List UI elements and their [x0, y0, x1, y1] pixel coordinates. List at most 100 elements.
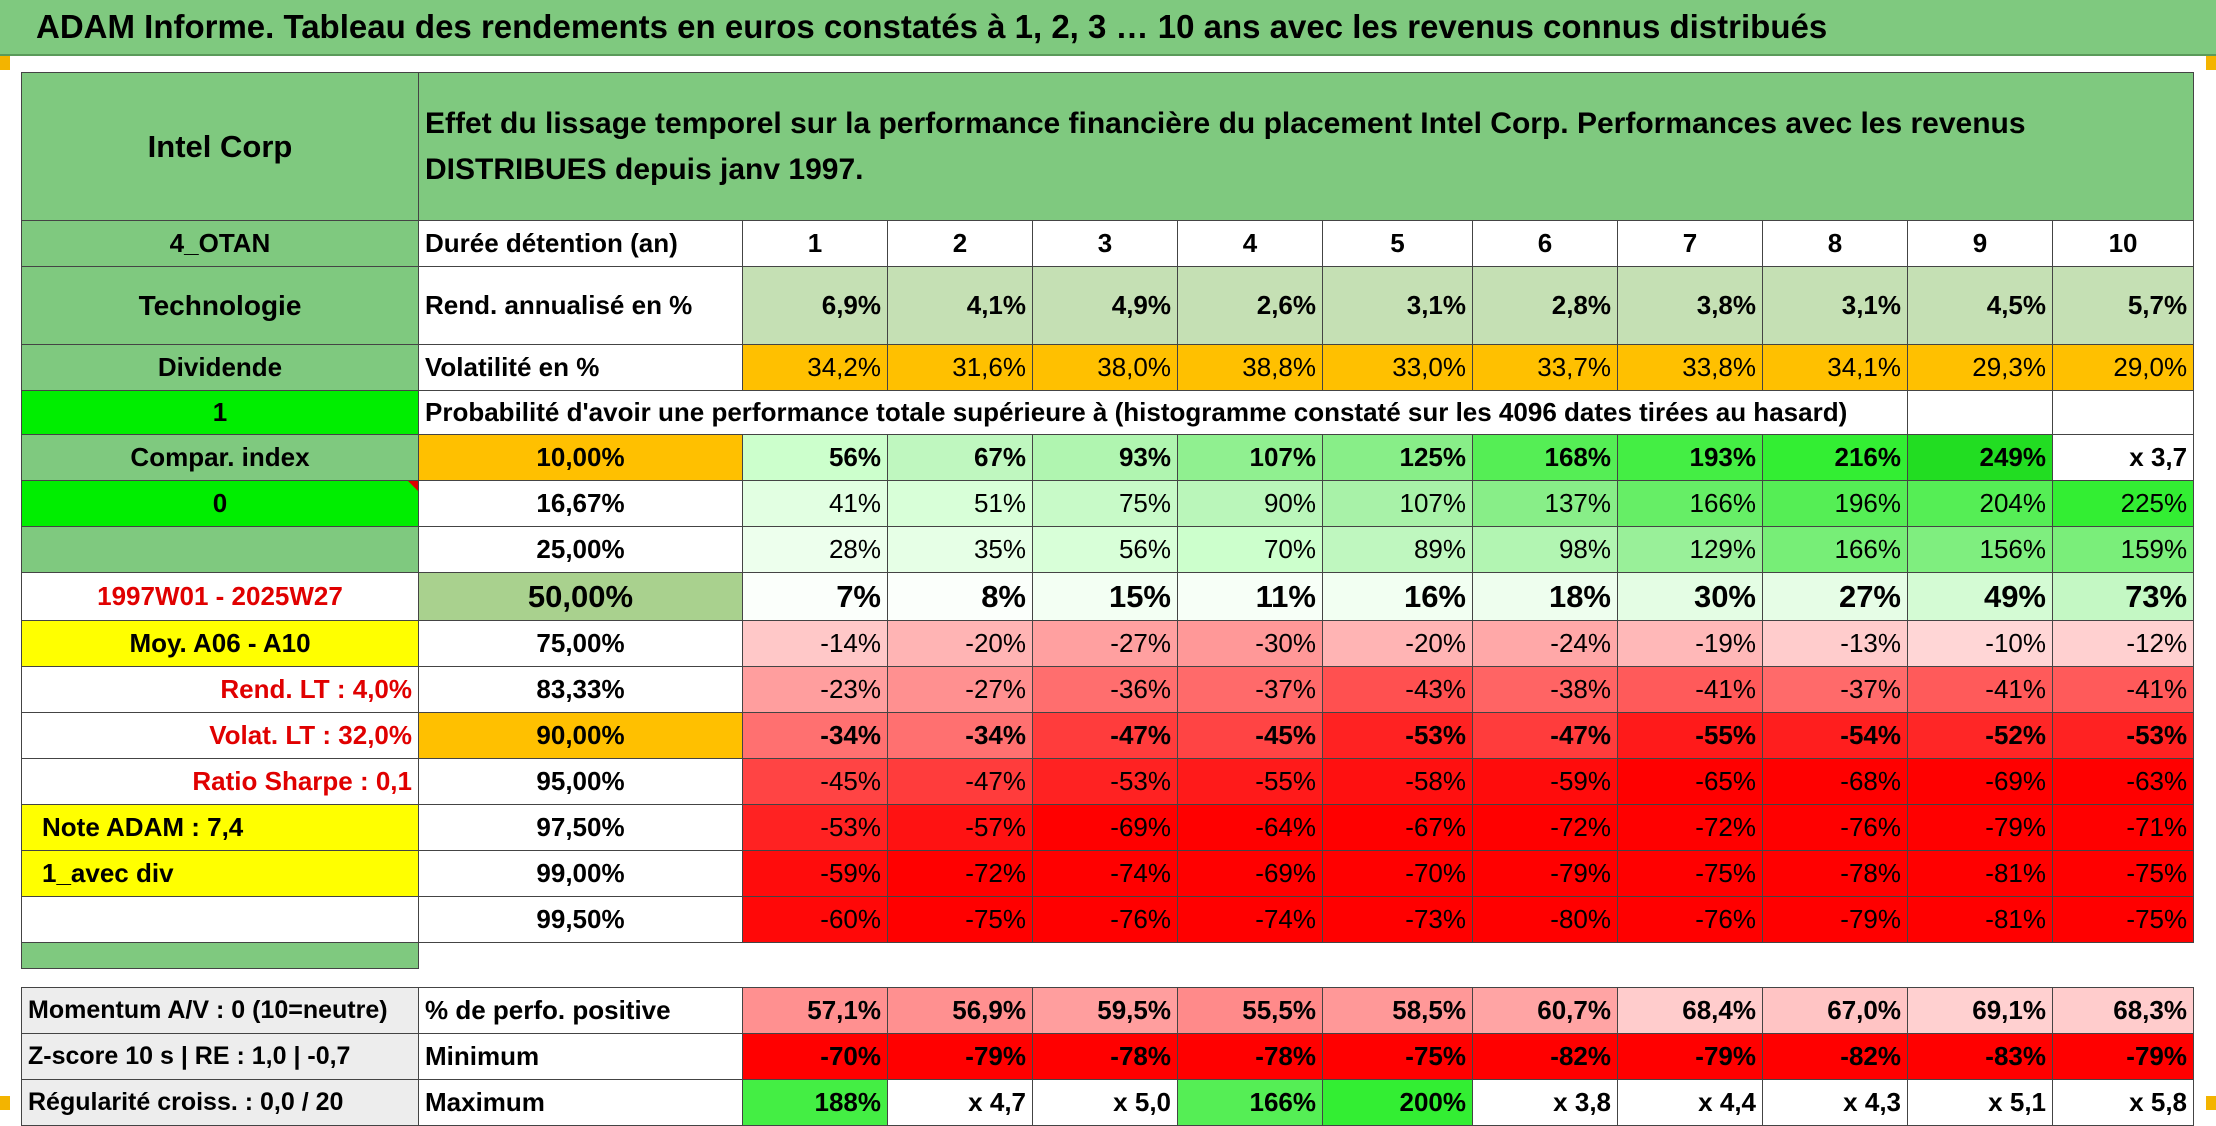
probability-value-cell: -71%: [2051, 804, 2195, 851]
volatility-cell: 33,0%: [1322, 344, 1473, 391]
probability-value-cell: 90%: [1177, 480, 1323, 527]
probability-value-cell: -53%: [1322, 712, 1473, 759]
compar-index-label: Compar. index: [21, 434, 419, 481]
volatility-cell: 38,0%: [1032, 344, 1178, 391]
probability-value-cell: -47%: [887, 758, 1033, 805]
probability-value-cell: -67%: [1322, 804, 1473, 851]
probability-value-cell: -70%: [1322, 850, 1473, 897]
probability-value-cell: 56%: [1032, 526, 1178, 573]
probability-value-cell: -81%: [1907, 896, 2053, 943]
spacer-cell: [21, 942, 419, 969]
probability-value-cell: 27%: [1762, 572, 1908, 621]
probability-value-cell: -47%: [1032, 712, 1178, 759]
probability-value-cell: 93%: [1032, 434, 1178, 481]
probability-value-cell: -43%: [1322, 666, 1473, 713]
probability-value-cell: -41%: [1617, 666, 1763, 713]
probability-value-cell: -13%: [1762, 620, 1908, 667]
min-label: Minimum: [418, 1033, 743, 1080]
probability-value-cell: -36%: [1032, 666, 1178, 713]
duration-label: Durée détention (an): [418, 220, 743, 267]
maximum-cell: x 5,1: [1907, 1079, 2053, 1126]
probability-value-cell: 125%: [1322, 434, 1473, 481]
annual-return-cell: 4,9%: [1032, 266, 1178, 345]
probability-value-cell: 7%: [742, 572, 888, 621]
minimum-cell: -79%: [1617, 1033, 1763, 1080]
probability-threshold: 10,00%: [418, 434, 743, 481]
flag-one: 1: [21, 390, 419, 435]
probability-value-cell: 11%: [1177, 572, 1323, 621]
dividend-label: Dividende: [21, 344, 419, 391]
title-bar: ADAM Informe. Tableau des rendements en …: [0, 0, 2216, 56]
positive-perf-cell: 67,0%: [1762, 987, 1908, 1034]
probability-threshold: 16,67%: [418, 480, 743, 527]
probability-value-cell: -55%: [1617, 712, 1763, 759]
minimum-cell: -70%: [742, 1033, 888, 1080]
year-header: 4: [1177, 220, 1323, 267]
year-header: 9: [1907, 220, 2053, 267]
maximum-cell: 166%: [1177, 1079, 1323, 1126]
probability-value-cell: 89%: [1322, 526, 1473, 573]
annual-return-cell: 2,8%: [1472, 266, 1618, 345]
probability-value-cell: 196%: [1762, 480, 1908, 527]
probability-value-cell: -45%: [742, 758, 888, 805]
probability-value-cell: -53%: [2051, 712, 2195, 759]
probability-threshold: 75,00%: [418, 620, 743, 667]
probability-value-cell: 15%: [1032, 572, 1178, 621]
probability-value-cell: -69%: [1907, 758, 2053, 805]
probability-threshold: 97,50%: [418, 804, 743, 851]
year-header: 3: [1032, 220, 1178, 267]
corner-marker: [0, 56, 10, 70]
probability-value-cell: 204%: [1907, 480, 2053, 527]
probability-value-cell: -41%: [1907, 666, 2053, 713]
probability-value-cell: 225%: [2051, 480, 2195, 527]
corner-marker: [2206, 1096, 2216, 1110]
probability-value-cell: -37%: [1177, 666, 1323, 713]
probability-value-cell: -76%: [1032, 896, 1178, 943]
max-label: Maximum: [418, 1079, 743, 1126]
year-header: 8: [1762, 220, 1908, 267]
volatility-cell: 38,8%: [1177, 344, 1323, 391]
probability-value-cell: -20%: [887, 620, 1033, 667]
year-header: 10: [2051, 220, 2195, 267]
probability-value-cell: -75%: [2051, 850, 2195, 897]
probability-value-cell: -37%: [1762, 666, 1908, 713]
probability-value-cell: -57%: [887, 804, 1033, 851]
probability-value-cell: -10%: [1907, 620, 2053, 667]
probability-threshold: 83,33%: [418, 666, 743, 713]
minimum-cell: -79%: [887, 1033, 1033, 1080]
probability-value-cell: -23%: [742, 666, 888, 713]
probability-value-cell: -53%: [742, 804, 888, 851]
positive-perf-cell: 57,1%: [742, 987, 888, 1034]
probability-value-cell: -63%: [2051, 758, 2195, 805]
volatility-cell: 34,2%: [742, 344, 888, 391]
probability-value-cell: 107%: [1322, 480, 1473, 527]
probability-value-cell: -75%: [1617, 850, 1763, 897]
probability-value-cell: -79%: [1907, 804, 2053, 851]
probability-value-cell: 49%: [1907, 572, 2053, 621]
maximum-cell: x 3,8: [1472, 1079, 1618, 1126]
year-header: 1: [742, 220, 888, 267]
empty-cell: [21, 526, 419, 573]
corner-marker: [2206, 56, 2216, 70]
vol-label: Volatilité en %: [418, 344, 743, 391]
empty-cell: [21, 896, 419, 943]
probability-value-cell: -45%: [1177, 712, 1323, 759]
probability-value-cell: -68%: [1762, 758, 1908, 805]
probability-value-cell: 28%: [742, 526, 888, 573]
spacer-cell: [419, 943, 2194, 969]
probability-value-cell: -60%: [742, 896, 888, 943]
probability-value-cell: -64%: [1177, 804, 1323, 851]
probability-threshold: 99,50%: [418, 896, 743, 943]
probability-value-cell: -47%: [1472, 712, 1618, 759]
probability-threshold: 90,00%: [418, 712, 743, 759]
annual-return-cell: 3,1%: [1762, 266, 1908, 345]
probability-value-cell: 18%: [1472, 572, 1618, 621]
probability-value-cell: -59%: [1472, 758, 1618, 805]
empty-cell: [1907, 390, 2053, 435]
minimum-cell: -82%: [1762, 1033, 1908, 1080]
probability-value-cell: -59%: [742, 850, 888, 897]
probability-value-cell: -12%: [2051, 620, 2195, 667]
probability-value-cell: 107%: [1177, 434, 1323, 481]
probability-value-cell: 137%: [1472, 480, 1618, 527]
corner-marker: [0, 1096, 10, 1110]
